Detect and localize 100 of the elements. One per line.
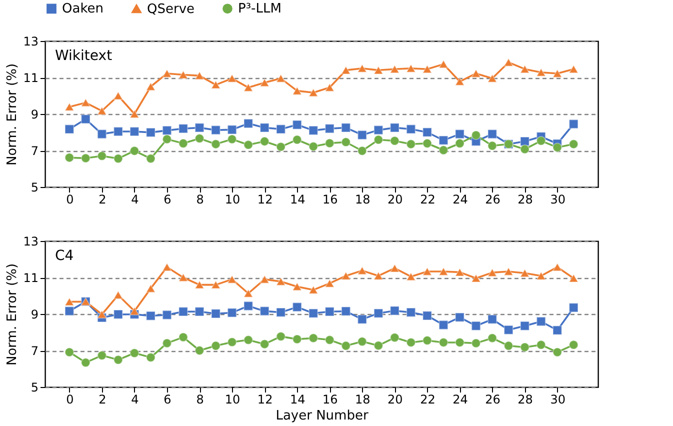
point — [552, 142, 562, 152]
point — [146, 82, 156, 91]
point — [341, 122, 351, 133]
point — [568, 274, 578, 282]
x-tick-label: 30 — [550, 392, 566, 406]
point — [487, 268, 498, 277]
x-tick-label: 18 — [355, 392, 370, 406]
point — [422, 127, 432, 138]
point — [568, 302, 578, 312]
x-tick-label: 28 — [518, 392, 533, 406]
y-tick-label: 5 — [30, 380, 38, 394]
point — [210, 80, 221, 90]
point — [178, 273, 188, 282]
point — [97, 151, 107, 161]
x-tick-label: 10 — [224, 192, 240, 206]
point — [454, 312, 465, 322]
point — [324, 279, 334, 288]
point — [210, 280, 221, 290]
x-tick-label: 20 — [388, 392, 403, 406]
point — [162, 262, 172, 272]
point — [406, 64, 416, 73]
point — [504, 325, 514, 335]
point — [308, 308, 318, 318]
point — [471, 274, 481, 282]
point — [324, 306, 334, 316]
point — [162, 338, 172, 348]
x-tick-label: 14 — [290, 192, 306, 206]
point — [536, 136, 546, 146]
point — [487, 74, 498, 83]
x-tick-label: 24 — [452, 192, 468, 206]
point — [438, 145, 448, 155]
y-tick-label: 11 — [23, 71, 38, 85]
point — [308, 286, 318, 294]
y-tick-label: 7 — [30, 344, 38, 358]
point — [357, 266, 367, 275]
point — [146, 128, 156, 138]
point — [438, 267, 448, 276]
y-tick-label: 9 — [30, 308, 38, 322]
point — [97, 106, 107, 116]
point — [80, 114, 90, 124]
point — [390, 306, 400, 316]
point — [374, 340, 384, 350]
point — [130, 146, 140, 156]
point — [113, 290, 124, 300]
point — [487, 129, 498, 139]
point — [292, 120, 302, 130]
y-tick-label: 11 — [23, 271, 38, 285]
x-tick-label: 0 — [66, 392, 74, 406]
point — [487, 314, 498, 324]
point — [324, 335, 334, 345]
point — [390, 264, 400, 272]
point — [146, 284, 156, 293]
text: C4 — [55, 248, 74, 264]
point — [487, 140, 498, 151]
point — [536, 272, 546, 280]
point — [438, 320, 448, 330]
point — [113, 310, 124, 320]
x-tick-label: 30 — [550, 192, 566, 206]
point — [64, 306, 74, 316]
point — [357, 336, 367, 346]
x-tick-label: 22 — [420, 192, 436, 206]
point — [568, 340, 578, 350]
point — [406, 124, 416, 134]
point — [292, 282, 302, 291]
point — [341, 137, 351, 147]
x-tick-label: 20 — [388, 192, 403, 206]
point — [194, 280, 204, 290]
x-tick-label: 6 — [164, 392, 172, 406]
point — [162, 134, 172, 144]
y-tick-label: 5 — [30, 180, 38, 194]
point — [308, 126, 318, 136]
point — [260, 306, 270, 316]
point — [357, 64, 367, 73]
point — [260, 122, 270, 133]
x-tick-label: 16 — [322, 392, 338, 406]
point — [130, 126, 140, 136]
legend-label: P³-LLM — [238, 2, 282, 17]
legend-label: Oaken — [62, 2, 104, 17]
point — [162, 69, 172, 78]
point — [390, 122, 400, 133]
point — [406, 308, 416, 318]
point — [130, 110, 140, 118]
point — [406, 272, 416, 281]
point — [97, 350, 107, 360]
point — [146, 310, 156, 321]
point — [64, 102, 74, 112]
point — [130, 348, 140, 358]
point — [438, 135, 448, 146]
point — [227, 74, 237, 83]
point — [471, 321, 481, 331]
x-tick-label: 16 — [322, 192, 338, 206]
point — [374, 272, 384, 280]
point — [194, 71, 204, 80]
point — [276, 308, 286, 318]
point — [341, 272, 351, 280]
point — [113, 154, 124, 164]
point — [520, 342, 530, 352]
point — [390, 64, 400, 74]
point — [422, 336, 432, 346]
point — [80, 98, 90, 107]
